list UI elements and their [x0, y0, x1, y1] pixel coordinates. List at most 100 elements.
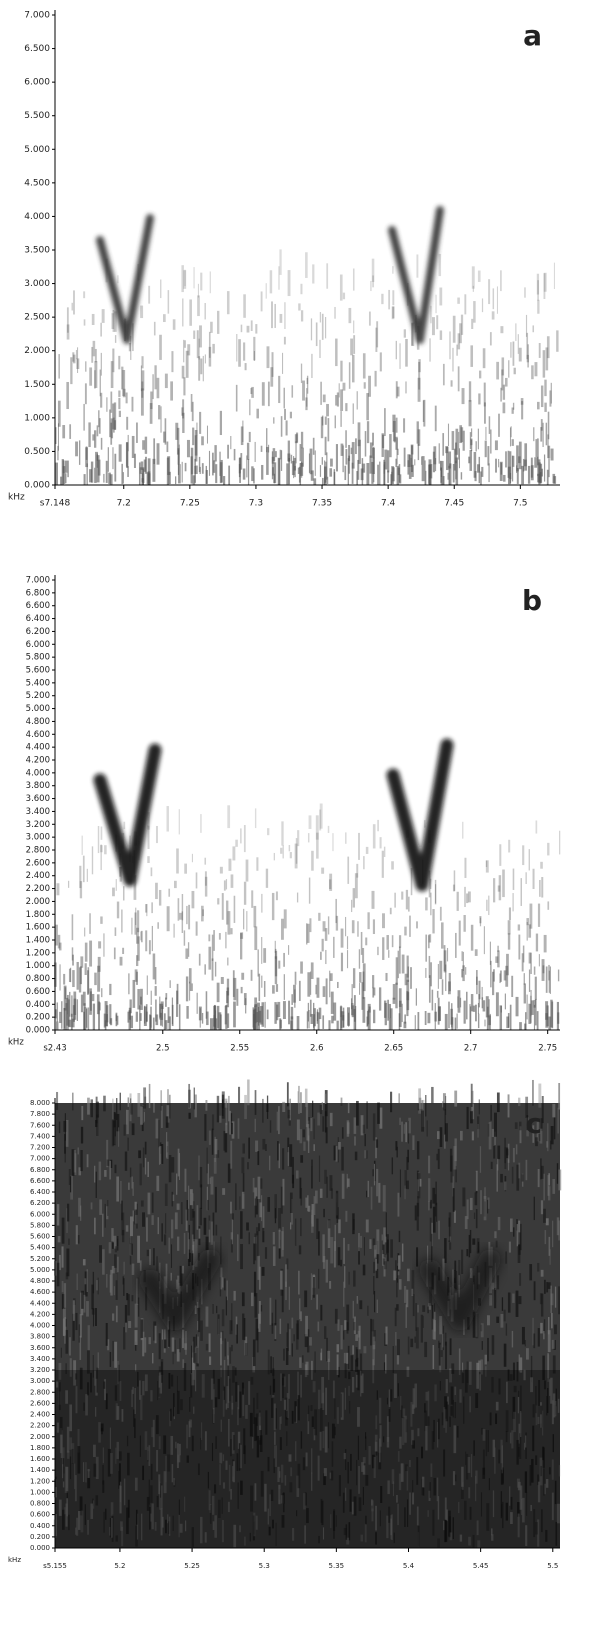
call-shape — [96, 214, 154, 344]
y-tick-label: 2.800 — [30, 1388, 50, 1396]
y-tick-label: 0.200 — [26, 1013, 50, 1023]
panel-label: a — [523, 19, 542, 52]
y-tick-label: 5.000 — [30, 1266, 50, 1274]
y-tick-label: 3.400 — [26, 807, 50, 817]
y-tick-label: 6.600 — [26, 601, 50, 611]
panel: 0.000 0.200 0.400 0.600 0.800 1.000 1.200 1.400… — [8, 1079, 562, 1570]
y-tick-label: 2.000 — [24, 346, 50, 356]
y-tick-label: 5.000 — [24, 145, 50, 155]
y-tick-label: 0.400 — [30, 1522, 50, 1530]
y-tick-label: 0.200 — [30, 1533, 50, 1541]
y-tick-label: 4.000 — [30, 1322, 50, 1330]
y-tick-label: 2.200 — [30, 1422, 50, 1430]
x-tick-label: 5.25 — [184, 1562, 200, 1570]
y-tick-label: 6.800 — [26, 588, 50, 598]
y-tick-label: 6.200 — [30, 1199, 50, 1207]
y-tick-label: 4.600 — [30, 1288, 50, 1296]
panel-label: b — [522, 584, 542, 617]
y-tick-label: 3.800 — [26, 781, 50, 791]
y-tick-label: 5.000 — [26, 704, 50, 714]
y-tick-label: 8.000 — [30, 1099, 50, 1107]
y-tick-label: 7.000 — [24, 11, 50, 21]
y-tick-label: 5.500 — [24, 111, 50, 121]
y-tick-label: 1.800 — [26, 910, 50, 920]
x-tick-label: 7.5 — [513, 499, 527, 509]
y-axis-label: kHz — [8, 1556, 21, 1564]
x-tick-label: 2.5 — [156, 1044, 170, 1054]
y-tick-label: 1.600 — [30, 1455, 50, 1463]
x-tick-label: 2.75 — [538, 1044, 557, 1054]
y-tick-label: 7.200 — [30, 1144, 50, 1152]
plot-background — [55, 15, 560, 485]
x-tick-label: s7.148 — [40, 499, 71, 509]
y-tick-label: 7.400 — [30, 1132, 50, 1140]
y-tick-label: 7.800 — [30, 1110, 50, 1118]
y-tick-label: 4.400 — [30, 1299, 50, 1307]
y-tick-label: 6.400 — [30, 1188, 50, 1196]
y-tick-label: 1.000 — [30, 1488, 50, 1496]
panel: 0.000 0.200 0.400 0.600 0.800 1.000 1.200 1.400… — [8, 575, 561, 1054]
y-tick-label: 4.200 — [26, 756, 50, 766]
y-tick-label: 1.000 — [24, 413, 50, 423]
y-tick-label: 3.500 — [24, 246, 50, 256]
y-tick-label: 6.200 — [26, 627, 50, 637]
y-tick-label: 1.400 — [30, 1466, 50, 1474]
x-tick-label: 7.2 — [117, 499, 131, 509]
y-tick-label: 3.600 — [30, 1344, 50, 1352]
y-tick-label: 0.600 — [26, 987, 50, 997]
y-tick-label: 5.400 — [30, 1244, 50, 1252]
y-tick-label: 6.600 — [30, 1177, 50, 1185]
y-tick-label: 3.400 — [30, 1355, 50, 1363]
y-tick-label: 3.000 — [26, 833, 50, 843]
y-tick-label: 0.400 — [26, 1000, 50, 1010]
y-tick-label: 5.200 — [30, 1255, 50, 1263]
y-tick-label: 5.400 — [26, 678, 50, 688]
x-tick-label: 2.6 — [310, 1044, 324, 1054]
y-tick-label: 2.400 — [26, 871, 50, 881]
y-tick-label: 5.800 — [26, 653, 50, 663]
x-tick-label: 2.55 — [230, 1044, 249, 1054]
y-tick-label: 4.200 — [30, 1310, 50, 1318]
call-shape — [419, 1249, 501, 1331]
y-tick-label: 2.000 — [26, 897, 50, 907]
y-tick-label: 6.400 — [26, 614, 50, 624]
x-tick-label: 5.2 — [114, 1562, 125, 1570]
y-tick-label: 2.500 — [24, 313, 50, 323]
y-tick-label: 7.600 — [30, 1121, 50, 1129]
x-tick-label: 7.25 — [180, 499, 200, 509]
x-tick-label: 5.45 — [473, 1562, 489, 1570]
y-tick-label: 3.000 — [30, 1377, 50, 1385]
y-tick-label: 2.800 — [26, 846, 50, 856]
x-tick-label: 7.4 — [381, 499, 396, 509]
call-shape — [388, 206, 444, 344]
y-tick-label: 3.600 — [26, 794, 50, 804]
call-shape — [139, 1249, 221, 1331]
y-tick-label: 0.600 — [30, 1511, 50, 1519]
x-tick-label: 5.3 — [259, 1562, 270, 1570]
y-tick-label: 3.200 — [30, 1366, 50, 1374]
y-tick-label: 4.800 — [26, 717, 50, 727]
y-tick-label: 2.600 — [30, 1399, 50, 1407]
y-tick-label: 0.800 — [30, 1500, 50, 1508]
x-tick-label: 7.3 — [249, 499, 263, 509]
y-tick-label: 1.400 — [26, 936, 50, 946]
y-tick-label: 6.500 — [24, 44, 50, 54]
y-tick-label: 4.000 — [26, 768, 50, 778]
y-axis-label: kHz — [8, 1038, 24, 1048]
x-tick-label: 2.7 — [464, 1044, 478, 1054]
x-tick-label: 2.65 — [384, 1044, 403, 1054]
x-tick-label: s5.155 — [43, 1562, 67, 1570]
y-tick-label: 0.000 — [26, 1026, 50, 1036]
x-tick-label: 7.35 — [312, 499, 332, 509]
y-tick-label: 5.800 — [30, 1221, 50, 1229]
y-tick-label: 5.600 — [26, 666, 50, 676]
y-tick-label: 7.000 — [26, 576, 50, 586]
y-tick-label: 0.000 — [24, 481, 50, 491]
y-tick-label: 2.200 — [26, 884, 50, 894]
panel-label: c — [525, 1107, 542, 1140]
y-tick-label: 1.600 — [26, 923, 50, 933]
y-tick-label: 1.800 — [30, 1444, 50, 1452]
call-shape — [93, 743, 162, 887]
